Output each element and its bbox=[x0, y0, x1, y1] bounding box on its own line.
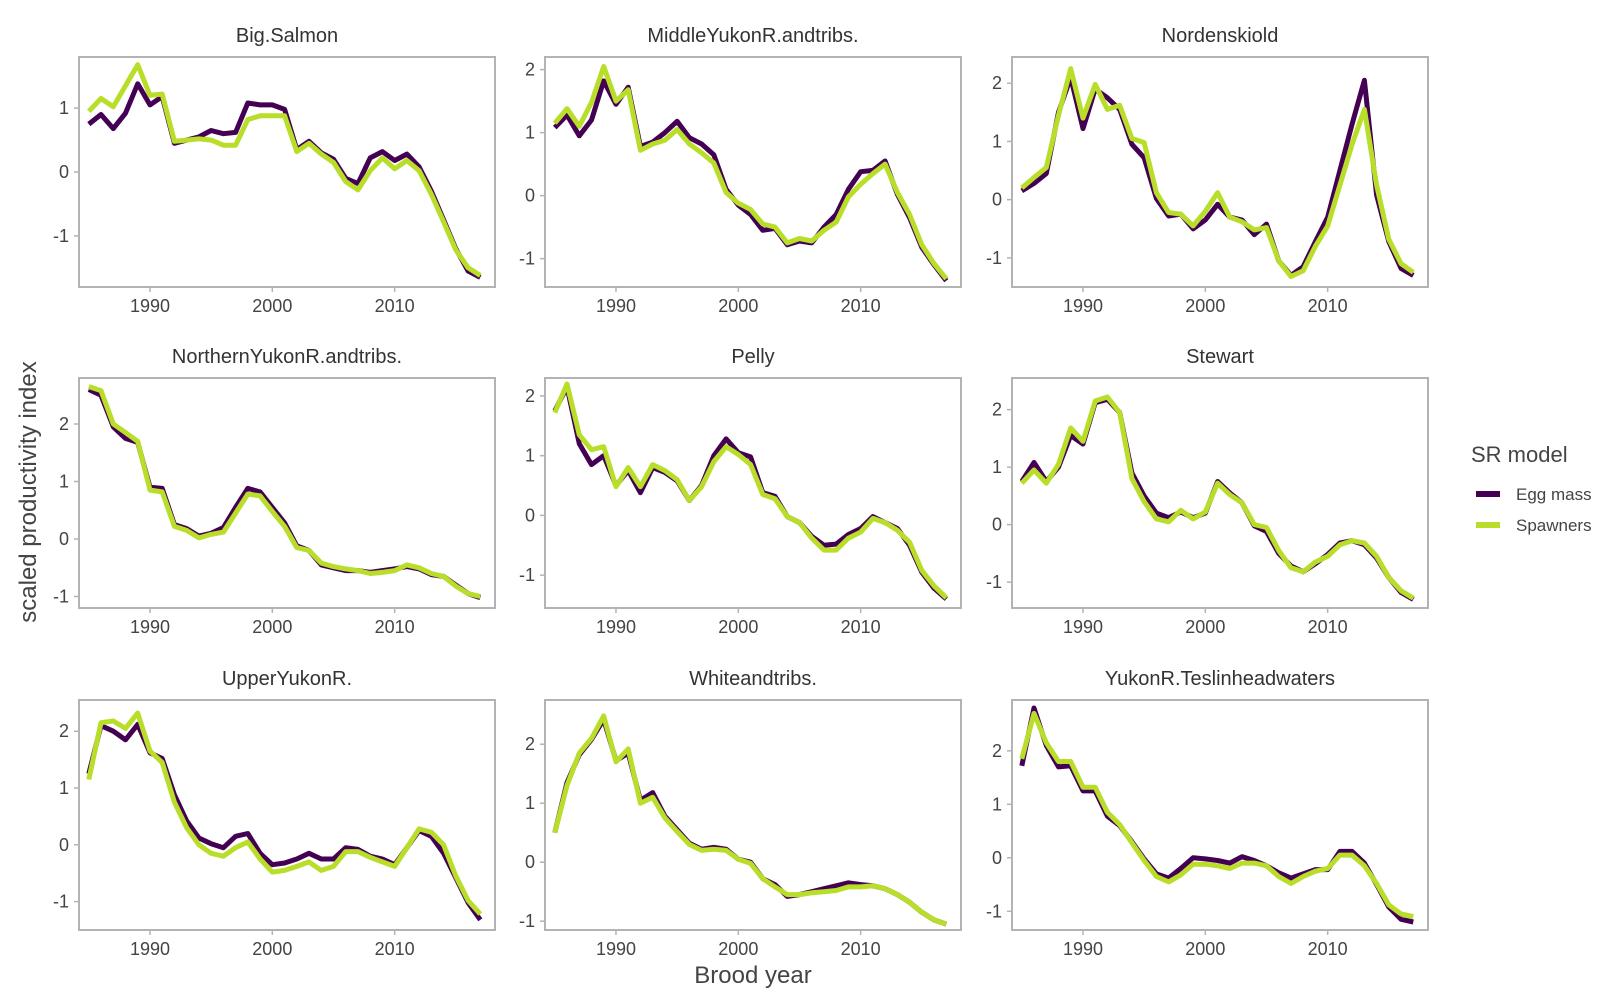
y-tick-label: 0 bbox=[525, 852, 535, 872]
x-tick-label: 2000 bbox=[252, 617, 292, 637]
x-tick-label: 2010 bbox=[375, 617, 415, 637]
y-tick-label: -1 bbox=[519, 911, 535, 931]
y-tick-label: 0 bbox=[992, 848, 1002, 868]
legend-title: SR model bbox=[1471, 442, 1568, 467]
y-tick-label: -1 bbox=[986, 572, 1002, 592]
legend-label-egg-mass: Egg mass bbox=[1516, 485, 1592, 504]
x-tick-label: 2010 bbox=[841, 296, 881, 316]
x-tick-label: 1990 bbox=[130, 617, 170, 637]
y-tick-label: -1 bbox=[986, 248, 1002, 268]
x-tick-label: 1990 bbox=[596, 617, 636, 637]
y-tick-label: 0 bbox=[992, 515, 1002, 535]
y-tick-label: 1 bbox=[525, 123, 535, 143]
x-tick-label: 1990 bbox=[130, 296, 170, 316]
panel-title: Whiteandtribs. bbox=[689, 668, 817, 690]
x-tick-label: 1990 bbox=[1063, 939, 1103, 959]
panel-title: YukonR.Teslinheadwaters bbox=[1105, 668, 1335, 690]
y-tick-label: -1 bbox=[53, 892, 69, 912]
y-tick-label: -1 bbox=[53, 226, 69, 246]
panel-title: Pelly bbox=[731, 346, 774, 368]
y-tick-label: 2 bbox=[992, 73, 1002, 93]
x-tick-label: 2010 bbox=[841, 939, 881, 959]
y-tick-label: 0 bbox=[59, 162, 69, 182]
x-tick-label: 1990 bbox=[1063, 617, 1103, 637]
x-tick-label: 2010 bbox=[1308, 939, 1348, 959]
y-tick-label: 0 bbox=[525, 186, 535, 206]
panel-title: MiddleYukonR.andtribs. bbox=[647, 25, 858, 47]
y-tick-label: 0 bbox=[525, 505, 535, 525]
y-axis-title: scaled productivity index bbox=[15, 361, 42, 622]
y-tick-label: 0 bbox=[59, 835, 69, 855]
x-tick-label: 2010 bbox=[1308, 296, 1348, 316]
x-tick-label: 2000 bbox=[1185, 296, 1225, 316]
x-tick-label: 2000 bbox=[718, 617, 758, 637]
x-tick-label: 2000 bbox=[252, 296, 292, 316]
x-tick-label: 2010 bbox=[375, 296, 415, 316]
y-tick-label: 1 bbox=[525, 793, 535, 813]
panel-title: NorthernYukonR.andtribs. bbox=[172, 346, 402, 368]
y-tick-label: 1 bbox=[992, 794, 1002, 814]
y-tick-label: 2 bbox=[525, 386, 535, 406]
x-tick-label: 2010 bbox=[375, 939, 415, 959]
x-tick-label: 1990 bbox=[130, 939, 170, 959]
y-tick-label: 2 bbox=[59, 414, 69, 434]
y-tick-label: 2 bbox=[59, 721, 69, 741]
panel-title: Nordenskiold bbox=[1162, 25, 1279, 47]
panel-title: Big.Salmon bbox=[236, 25, 338, 47]
y-tick-label: 2 bbox=[525, 60, 535, 80]
x-tick-label: 2000 bbox=[252, 939, 292, 959]
y-tick-label: -1 bbox=[53, 587, 69, 607]
y-tick-label: 1 bbox=[525, 446, 535, 466]
panel-title: Stewart bbox=[1186, 346, 1254, 368]
x-tick-label: 1990 bbox=[596, 296, 636, 316]
x-tick-label: 2000 bbox=[1185, 617, 1225, 637]
y-tick-label: 1 bbox=[59, 778, 69, 798]
y-tick-label: 2 bbox=[992, 741, 1002, 761]
x-tick-label: 2010 bbox=[841, 617, 881, 637]
legend-label-spawners: Spawners bbox=[1516, 516, 1592, 535]
x-tick-label: 2010 bbox=[1308, 617, 1348, 637]
y-tick-label: -1 bbox=[519, 249, 535, 269]
panel-title: UpperYukonR. bbox=[222, 668, 352, 690]
y-tick-label: 1 bbox=[992, 457, 1002, 477]
y-tick-label: 2 bbox=[992, 400, 1002, 420]
y-tick-label: 0 bbox=[992, 190, 1002, 210]
y-tick-label: 1 bbox=[59, 472, 69, 492]
y-tick-label: 1 bbox=[59, 98, 69, 118]
x-tick-label: 1990 bbox=[596, 939, 636, 959]
x-tick-label: 2000 bbox=[1185, 939, 1225, 959]
y-tick-label: 1 bbox=[992, 131, 1002, 151]
y-tick-label: -1 bbox=[986, 901, 1002, 921]
x-tick-label: 2000 bbox=[718, 296, 758, 316]
y-tick-label: 0 bbox=[59, 529, 69, 549]
x-axis-title: Brood year bbox=[694, 962, 811, 989]
y-tick-label: 2 bbox=[525, 734, 535, 754]
y-tick-label: -1 bbox=[519, 565, 535, 585]
x-tick-label: 2000 bbox=[718, 939, 758, 959]
x-tick-label: 1990 bbox=[1063, 296, 1103, 316]
